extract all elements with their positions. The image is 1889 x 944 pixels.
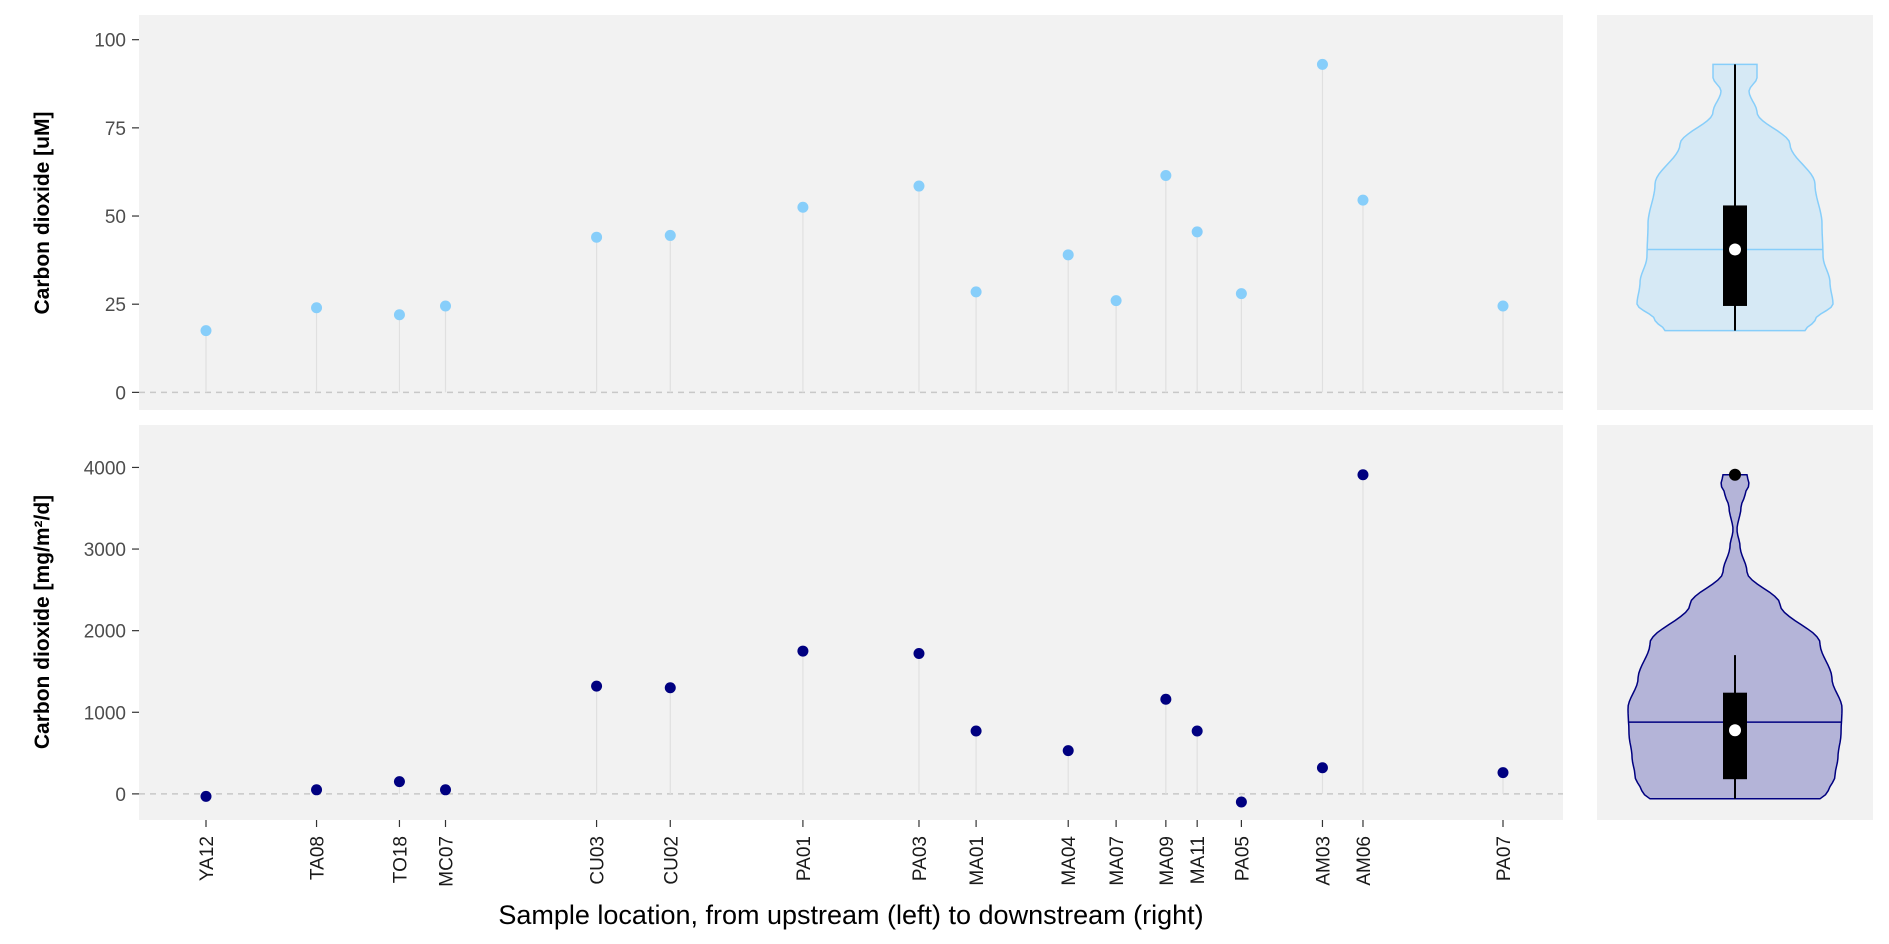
- box-median-point: [1729, 243, 1741, 256]
- y-tick-label: 50: [105, 207, 126, 228]
- bottom-violin-panel: [1627, 468, 1843, 800]
- x-tick-label: CU03: [588, 836, 609, 885]
- data-point: [200, 790, 212, 802]
- data-point: [1110, 295, 1122, 307]
- data-point: [970, 725, 982, 737]
- data-point: [1062, 249, 1074, 261]
- data-point: [591, 231, 603, 243]
- data-point: [1357, 194, 1369, 206]
- y-tick-label: 100: [94, 31, 126, 52]
- data-point: [1235, 288, 1247, 300]
- x-tick-label: AM03: [1313, 836, 1334, 886]
- x-tick-label: MA07: [1107, 836, 1128, 886]
- x-tick-label: TO18: [390, 836, 411, 883]
- bottom-panel-bg: [139, 425, 1563, 820]
- data-point: [440, 784, 452, 796]
- top-panel-bg: [139, 15, 1563, 410]
- data-point: [913, 180, 925, 192]
- data-point: [591, 680, 603, 692]
- data-point: [311, 302, 323, 314]
- y-tick-label: 25: [105, 295, 126, 316]
- data-point: [913, 648, 925, 660]
- outlier-point: [1729, 468, 1741, 481]
- x-tick-label: PA03: [910, 836, 931, 881]
- y-tick-label: 2000: [84, 622, 126, 643]
- x-tick-label: MC07: [437, 836, 458, 887]
- data-point: [1497, 300, 1509, 312]
- x-tick-label: PA01: [794, 836, 815, 881]
- data-point: [1191, 725, 1203, 737]
- data-point: [393, 776, 405, 788]
- x-tick-label: MA11: [1188, 836, 1209, 884]
- data-point: [797, 201, 809, 213]
- bottom-scatter-panel: 0 1000 2000 3000 4000: [84, 458, 1563, 808]
- data-point: [440, 300, 452, 312]
- y-tick-label: 0: [115, 383, 126, 404]
- data-point: [970, 286, 982, 298]
- x-tick-label: MA09: [1157, 836, 1178, 886]
- x-tick-label: PA07: [1494, 836, 1515, 881]
- box-median-point: [1729, 724, 1741, 737]
- y-tick-label: 3000: [84, 540, 126, 561]
- data-point: [1160, 169, 1172, 181]
- x-axis: YA12 TA08 TO18 MC07 CU03 CU02 PA01 PA03 MA01 MA04…: [197, 820, 1515, 887]
- box-iqr: [1723, 205, 1747, 306]
- y-axis-title-bottom: Carbon dioxide [mg/m²/d]: [31, 495, 54, 749]
- data-point: [1235, 796, 1247, 808]
- y-tick-label: 75: [105, 119, 126, 140]
- top-violin-panel: [1636, 63, 1834, 332]
- data-point: [797, 645, 809, 657]
- violin-shape: [1627, 474, 1843, 800]
- y-tick-label: 1000: [84, 703, 126, 724]
- x-tick-label: CU02: [661, 836, 682, 885]
- x-tick-label: MA04: [1059, 836, 1080, 886]
- x-axis-title: Sample location, from upstream (left) to…: [498, 900, 1203, 930]
- data-point: [1497, 767, 1509, 779]
- y-tick-label: 4000: [84, 458, 126, 479]
- data-point: [1357, 469, 1369, 481]
- data-point: [1316, 58, 1328, 70]
- data-point: [311, 784, 323, 796]
- y-axis-title-top: Carbon dioxide [uM]: [31, 112, 54, 315]
- x-tick-label: PA05: [1232, 836, 1253, 881]
- x-tick-label: YA12: [197, 836, 218, 881]
- data-point: [1160, 693, 1172, 705]
- data-point: [393, 309, 405, 321]
- x-tick-label: MA01: [967, 836, 988, 886]
- x-tick-label: TA08: [308, 836, 329, 880]
- data-point: [1316, 762, 1328, 774]
- data-point: [1062, 745, 1074, 757]
- top-scatter-panel: 0 25 50 75 100: [94, 31, 1563, 404]
- data-point: [200, 325, 212, 337]
- x-tick-label: AM06: [1354, 836, 1375, 886]
- data-point: [1191, 226, 1203, 238]
- data-point: [664, 229, 676, 241]
- y-tick-label: 0: [115, 785, 126, 806]
- data-point: [664, 682, 676, 694]
